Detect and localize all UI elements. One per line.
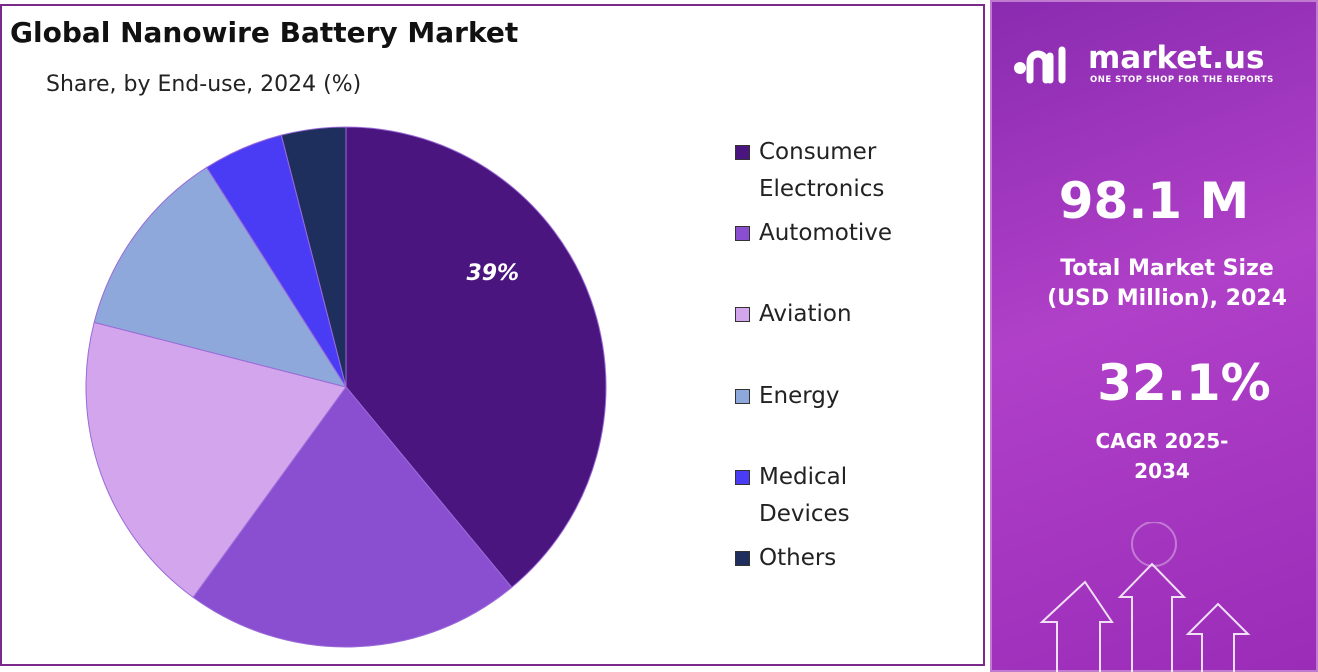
side-panel: market.us ONE STOP SHOP FOR THE REPORTS …	[990, 0, 1318, 672]
legend-item: Others	[735, 540, 975, 577]
pie-slice	[192, 386, 513, 648]
legend-label: Energy	[759, 383, 840, 409]
legend-label: Others	[759, 545, 837, 571]
legend-label: Aviation	[759, 301, 852, 327]
chart-panel	[0, 4, 985, 666]
legend-item: Consumer Electronics	[735, 134, 975, 208]
chart-title: Global Nanowire Battery Market	[10, 16, 519, 49]
pie-slice	[93, 166, 348, 388]
legend-swatch	[735, 389, 750, 404]
market-size: 98.1 M	[1058, 172, 1250, 230]
chart: 39%	[85, 126, 607, 648]
legend-item: Aviation	[735, 296, 975, 333]
legend-label: Automotive	[759, 220, 893, 246]
legend-swatch	[735, 145, 750, 160]
value-label: 39%	[466, 261, 519, 286]
legend-swatch	[735, 551, 750, 566]
decor-arrows	[1039, 522, 1251, 672]
legend-swatch	[735, 470, 750, 485]
chart-subtitle: Share, by End-use, 2024 (%)	[46, 72, 362, 97]
legend-item: Automotive	[735, 215, 975, 252]
brand: market.us	[1088, 40, 1265, 76]
legend-item: Energy	[735, 378, 975, 415]
tagline: ONE STOP SHOP FOR THE REPORTS	[1090, 75, 1274, 85]
legend-label: Medical Devices	[759, 464, 850, 527]
legend-label: Consumer Electronics	[759, 139, 885, 202]
cagr: 32.1%	[1097, 354, 1271, 412]
logo-icon	[1014, 46, 1066, 84]
legend-swatch	[735, 307, 750, 322]
pie-slice	[85, 321, 347, 599]
legend-item: Medical Devices	[735, 459, 975, 533]
legend-swatch	[735, 226, 750, 241]
pie-slice	[280, 126, 347, 388]
cagr-label: CAGR 2025-2034	[1095, 429, 1229, 483]
market-size-label: Total Market Size (USD Million), 2024	[1047, 256, 1287, 311]
pie-slice	[345, 126, 607, 589]
